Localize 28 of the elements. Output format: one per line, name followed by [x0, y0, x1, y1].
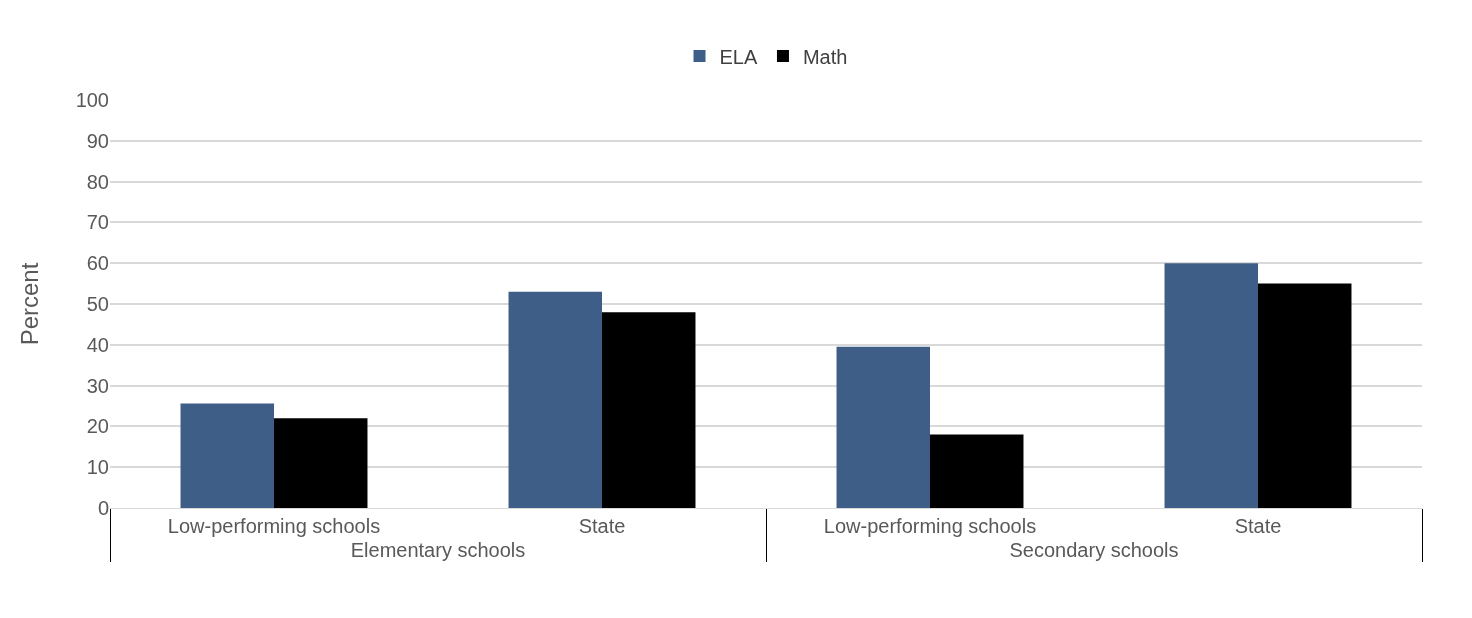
text: Elementary schools	[350, 539, 526, 561]
bar	[836, 346, 930, 508]
bar	[1164, 263, 1258, 508]
x-tick-label: Low-performing schools	[823, 515, 1037, 537]
y-tick-label: 20	[86, 415, 109, 438]
bar	[930, 434, 1024, 508]
y-tick-label: 40	[86, 333, 109, 356]
x-tick-label: State	[1234, 515, 1282, 537]
legend-label: Math	[802, 45, 848, 68]
y-tick-label: 10	[86, 456, 109, 479]
bar	[602, 312, 696, 508]
y-axis-title: Percent	[15, 262, 43, 346]
y-tick-label: 0	[97, 497, 109, 519]
bar	[1258, 283, 1352, 508]
y-tick-label: 100	[75, 89, 109, 111]
y-tick-label: 90	[86, 129, 109, 152]
x-tick-label: Low-performing schools	[167, 515, 381, 537]
y-tick-label: 60	[86, 252, 109, 275]
y-tick-label: 70	[86, 211, 109, 234]
x-tick-label: State	[578, 515, 626, 537]
bar	[180, 403, 274, 508]
y-tick-label: 30	[86, 374, 109, 397]
legend-label: ELA	[719, 45, 758, 68]
y-tick-label: 80	[86, 170, 109, 193]
text: Secondary schools	[1009, 539, 1179, 561]
bar	[274, 418, 368, 508]
bar	[508, 291, 602, 508]
y-tick-label: 50	[86, 293, 109, 315]
